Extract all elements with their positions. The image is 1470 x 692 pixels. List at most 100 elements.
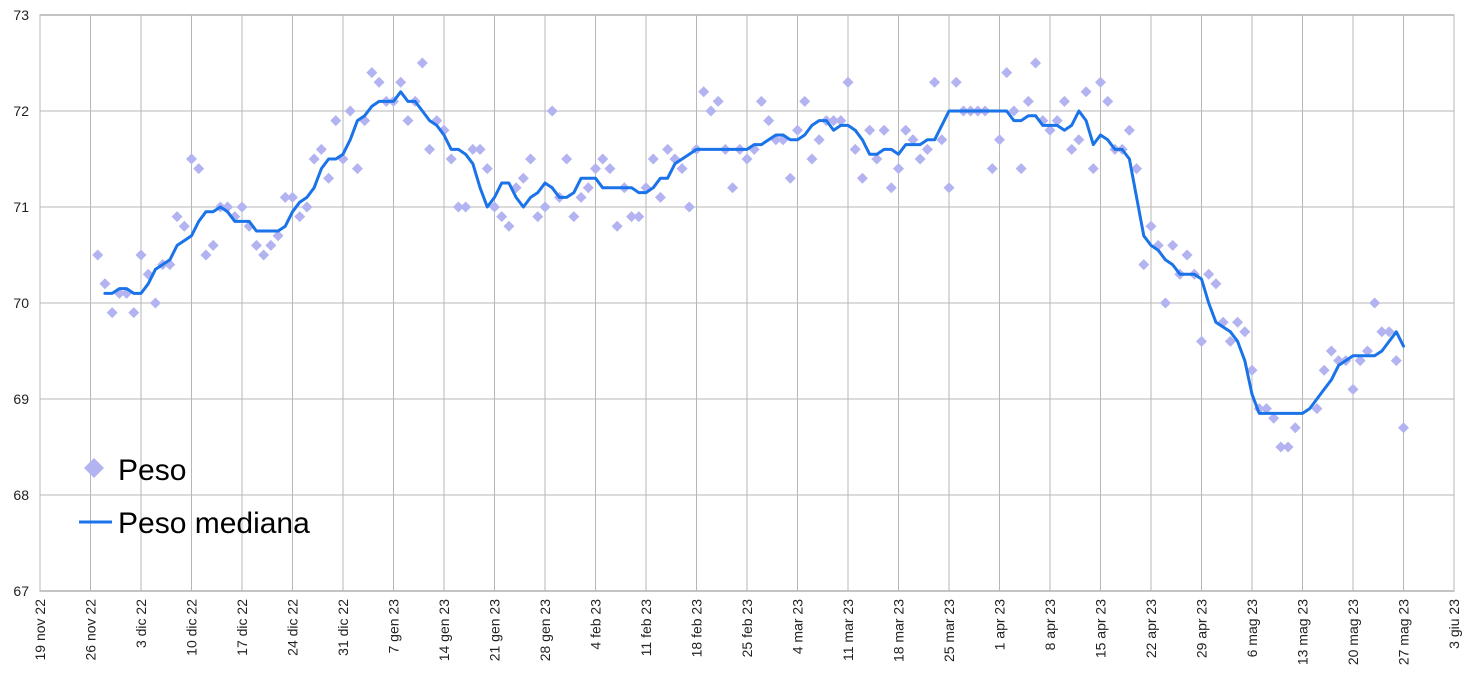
peso-data-point xyxy=(1369,297,1381,309)
x-tick-label: 4 feb 23 xyxy=(588,599,604,650)
x-gridlines xyxy=(39,15,1455,591)
peso-data-point xyxy=(351,163,363,175)
peso-series xyxy=(92,57,1409,453)
peso-data-point xyxy=(178,220,190,232)
peso-data-point xyxy=(568,211,580,223)
peso-data-point xyxy=(698,86,710,98)
peso-data-point xyxy=(835,115,847,127)
peso-data-point xyxy=(330,115,342,127)
peso-data-point xyxy=(1051,115,1063,127)
peso-data-point xyxy=(287,191,298,203)
peso-data-point xyxy=(1275,441,1287,453)
x-tick-label: 17 dic 22 xyxy=(234,599,250,656)
peso-data-point xyxy=(481,163,493,175)
y-tick-label: 70 xyxy=(13,295,29,311)
peso-data-point xyxy=(395,76,407,88)
x-tick-label: 21 gen 23 xyxy=(487,599,503,661)
x-tick-label: 22 apr 23 xyxy=(1143,599,1159,658)
peso-data-point xyxy=(1203,268,1215,280)
peso-data-point xyxy=(936,134,948,146)
peso-data-point xyxy=(885,182,897,194)
peso-data-point xyxy=(633,211,645,223)
peso-data-point xyxy=(590,163,601,175)
x-tick-label: 29 apr 23 xyxy=(1194,599,1210,658)
peso-data-point xyxy=(813,134,825,146)
y-tick-labels: 67 68 69 70 71 72 73 xyxy=(13,7,29,599)
peso-data-point xyxy=(727,182,739,194)
peso-data-point xyxy=(662,143,674,155)
x-tick-label: 24 dic 22 xyxy=(285,599,301,656)
peso-data-point xyxy=(416,57,428,69)
peso-data-point xyxy=(1022,95,1034,107)
peso-data-point xyxy=(474,143,486,155)
x-tick-label: 8 apr 23 xyxy=(1042,599,1058,651)
peso-data-point xyxy=(128,307,140,319)
peso-data-point xyxy=(546,105,558,117)
peso-data-point xyxy=(294,211,306,223)
peso-data-point xyxy=(424,143,436,155)
peso-data-point xyxy=(1224,335,1236,347)
peso-data-point xyxy=(1325,345,1337,357)
peso-data-point xyxy=(1044,124,1056,136)
peso-data-point xyxy=(149,297,161,309)
peso-data-point xyxy=(1376,326,1388,338)
peso-data-point xyxy=(799,95,811,107)
peso-data-point xyxy=(1138,259,1150,271)
x-tick-label: 27 mag 23 xyxy=(1396,599,1412,665)
peso-data-point xyxy=(856,172,868,184)
peso-data-point xyxy=(893,163,904,175)
peso-data-point xyxy=(1001,67,1013,79)
peso-data-point xyxy=(308,153,320,165)
x-tick-label: 19 nov 22 xyxy=(32,599,48,661)
peso-data-point xyxy=(1167,239,1179,251)
peso-data-point xyxy=(402,115,414,127)
peso-data-point xyxy=(575,191,587,203)
x-tick-label: 20 mag 23 xyxy=(1345,599,1361,665)
peso-data-point xyxy=(683,201,695,213)
peso-data-point xyxy=(582,182,594,194)
x-tick-label: 28 gen 23 xyxy=(537,599,553,661)
peso-data-point xyxy=(1008,105,1020,117)
peso-data-point xyxy=(806,153,818,165)
peso-data-point xyxy=(741,153,753,165)
peso-data-point xyxy=(460,201,472,213)
peso-data-point xyxy=(1390,355,1402,367)
x-tick-label: 4 mar 23 xyxy=(790,599,806,654)
peso-data-point xyxy=(1354,355,1366,367)
peso-data-point xyxy=(871,153,883,165)
peso-data-point xyxy=(517,172,529,184)
peso-data-point xyxy=(1260,403,1272,415)
peso-data-point xyxy=(914,153,926,165)
peso-data-point xyxy=(503,220,515,232)
peso-data-point xyxy=(279,191,291,203)
peso-data-point xyxy=(193,163,205,175)
peso-data-point xyxy=(1030,57,1042,69)
peso-data-point xyxy=(561,153,573,165)
peso-data-point xyxy=(1239,326,1251,338)
x-tick-label: 11 mar 23 xyxy=(840,599,856,661)
peso-data-point xyxy=(1145,220,1157,232)
peso-data-point xyxy=(597,153,609,165)
peso-data-point xyxy=(186,153,197,165)
legend-label-peso: Peso xyxy=(118,454,186,487)
peso-data-point xyxy=(496,211,508,223)
peso-data-point xyxy=(135,249,147,261)
y-tick-label: 68 xyxy=(13,487,29,503)
peso-data-point xyxy=(604,163,616,175)
peso-data-point xyxy=(1123,124,1135,136)
peso-data-point xyxy=(445,153,457,165)
peso-data-point xyxy=(207,239,219,251)
x-tick-label: 6 mag 23 xyxy=(1244,599,1260,658)
x-tick-label: 3 giu 23 xyxy=(1446,599,1462,649)
peso-data-point xyxy=(539,201,551,213)
peso-data-point xyxy=(236,201,248,213)
peso-data-point xyxy=(106,307,118,319)
peso-data-point xyxy=(900,124,912,136)
y-tick-label: 72 xyxy=(13,103,29,119)
peso-data-point xyxy=(763,115,775,127)
peso-data-point xyxy=(1398,422,1409,434)
peso-data-point xyxy=(921,143,933,155)
peso-data-point xyxy=(1289,422,1301,434)
peso-data-point xyxy=(1268,412,1280,424)
